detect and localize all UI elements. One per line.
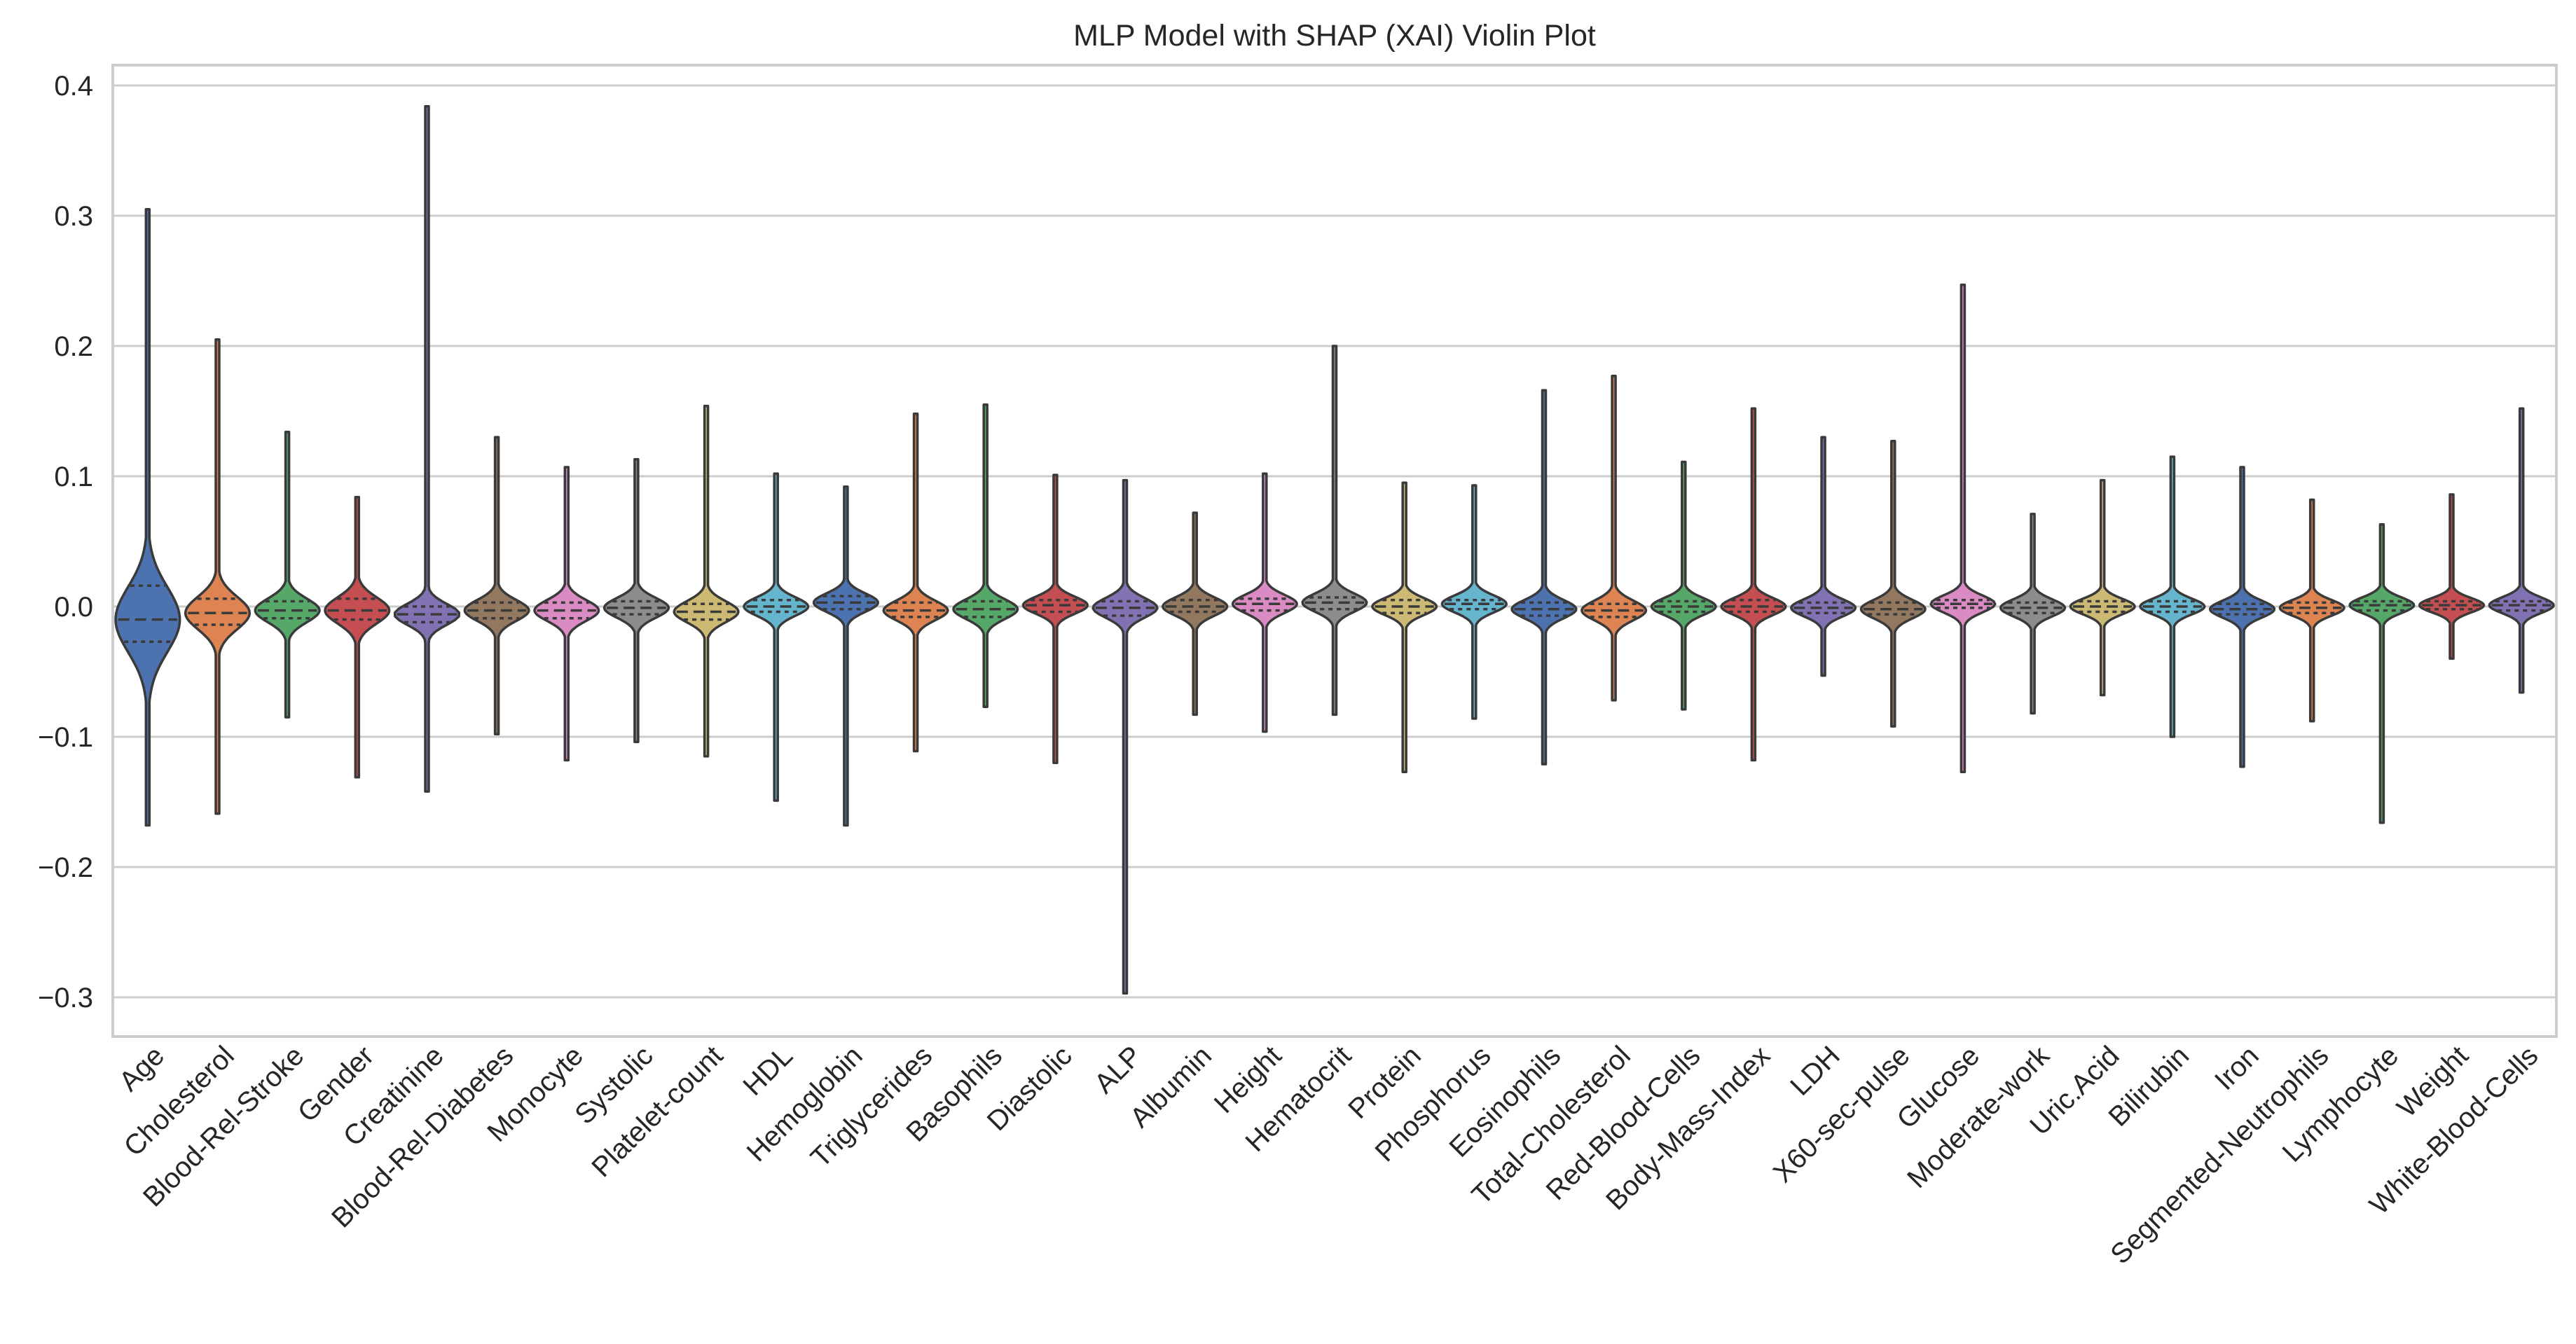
violin-glucose	[1929, 283, 1997, 773]
x-tick-label: Triglycerides	[805, 1040, 938, 1173]
violin-weight	[2418, 493, 2486, 660]
violin-systolic	[602, 458, 670, 744]
violin-red-blood-cells	[1650, 460, 1717, 711]
violin-body	[1580, 375, 1648, 702]
x-tick-label: Iron	[2209, 1040, 2265, 1096]
violin-body	[1440, 484, 1508, 720]
violins	[114, 105, 2555, 995]
violin-eosinophils	[1510, 389, 1578, 765]
violin-ldh	[1790, 436, 1857, 677]
violin-body	[2139, 455, 2206, 738]
violin-alp	[1091, 478, 1159, 995]
violin-total-cholesterol	[1580, 375, 1648, 702]
violin-body	[2488, 407, 2555, 694]
violin-monocyte	[533, 466, 600, 762]
violin-body	[1510, 389, 1578, 765]
violin-body	[2418, 493, 2486, 660]
violin-hematocrit	[1301, 345, 1368, 716]
violin-body	[882, 412, 949, 753]
violin-body	[393, 105, 461, 793]
violin-basophils	[952, 403, 1019, 708]
violin-diastolic	[1021, 473, 1089, 764]
violin-body	[1162, 511, 1229, 716]
violin-hemoglobin	[812, 485, 879, 827]
violin-blood-rel-diabetes	[463, 436, 530, 736]
violin-body	[114, 207, 181, 827]
violin-body	[2278, 498, 2346, 723]
violin-triglycerides	[882, 412, 949, 753]
violin-moderate-work	[1999, 513, 2067, 715]
y-tick-label: 0.1	[54, 462, 93, 492]
x-axis-ticks: AgeCholesterolBlood-Rel-StrokeGenderCrea…	[113, 1040, 2544, 1270]
violin-body	[1650, 460, 1717, 711]
violin-body	[602, 458, 670, 744]
violin-body	[952, 403, 1019, 708]
violin-body	[1091, 478, 1159, 995]
violin-body	[1301, 345, 1368, 716]
violin-platelet-count	[673, 404, 740, 758]
violin-protein	[1371, 481, 1438, 773]
violin-body	[1929, 283, 1997, 773]
violin-body	[2348, 523, 2416, 824]
chart-title: MLP Model with SHAP (XAI) Violin Plot	[1073, 19, 1596, 53]
y-tick-label: −0.1	[38, 722, 93, 753]
violin-body	[533, 466, 600, 762]
y-tick-label: −0.3	[38, 983, 93, 1013]
violin-body	[1859, 440, 1927, 728]
violin-age	[114, 207, 181, 827]
violin-white-blood-cells	[2488, 407, 2555, 694]
violin-body	[1021, 473, 1089, 764]
x-tick-label: LDH	[1784, 1040, 1846, 1102]
violin-bilirubin	[2139, 455, 2206, 738]
violin-body	[1371, 481, 1438, 773]
y-tick-label: 0.4	[54, 71, 93, 102]
y-tick-label: −0.2	[38, 852, 93, 883]
violin-height	[1231, 472, 1298, 733]
violin-iron	[2208, 466, 2276, 768]
violin-body	[254, 431, 321, 719]
x-tick-label: HDL	[737, 1040, 799, 1102]
violin-uric-acid	[2069, 478, 2136, 697]
violin-body-mass-index	[1720, 407, 1787, 762]
violin-body	[673, 404, 740, 758]
violin-phosphorus	[1440, 484, 1508, 720]
violin-body	[184, 338, 252, 815]
violin-segmented-neutrophils	[2278, 498, 2346, 723]
violin-body	[1999, 513, 2067, 715]
violin-body	[463, 436, 530, 736]
violin-cholesterol	[184, 338, 252, 815]
violin-lymphocyte	[2348, 523, 2416, 824]
plot-frame	[111, 64, 2558, 1038]
violin-body	[2069, 478, 2136, 697]
violin-body	[743, 472, 810, 802]
y-tick-label: 0.2	[54, 331, 93, 362]
violin-body	[812, 485, 879, 827]
violin-x60-sec-pulse	[1859, 440, 1927, 728]
violin-body	[1231, 472, 1298, 733]
violin-albumin	[1162, 511, 1229, 716]
violin-body	[1720, 407, 1787, 762]
violin-creatinine	[393, 105, 461, 793]
y-axis-ticks: 0.4 0.3 0.2 0.1 0.0 −0.1 −0.2 −0.3	[38, 71, 93, 1013]
violin-gender	[324, 496, 391, 779]
violin-body	[1790, 436, 1857, 677]
x-tick-label: ALP	[1089, 1040, 1148, 1100]
y-tick-label: 0.3	[54, 201, 93, 232]
violin-body	[2208, 466, 2276, 768]
violin-blood-rel-stroke	[254, 431, 321, 719]
violin-hdl	[743, 472, 810, 802]
violin-body	[324, 496, 391, 779]
y-tick-label: 0.0	[54, 592, 93, 623]
x-tick-label: Age	[113, 1040, 170, 1097]
